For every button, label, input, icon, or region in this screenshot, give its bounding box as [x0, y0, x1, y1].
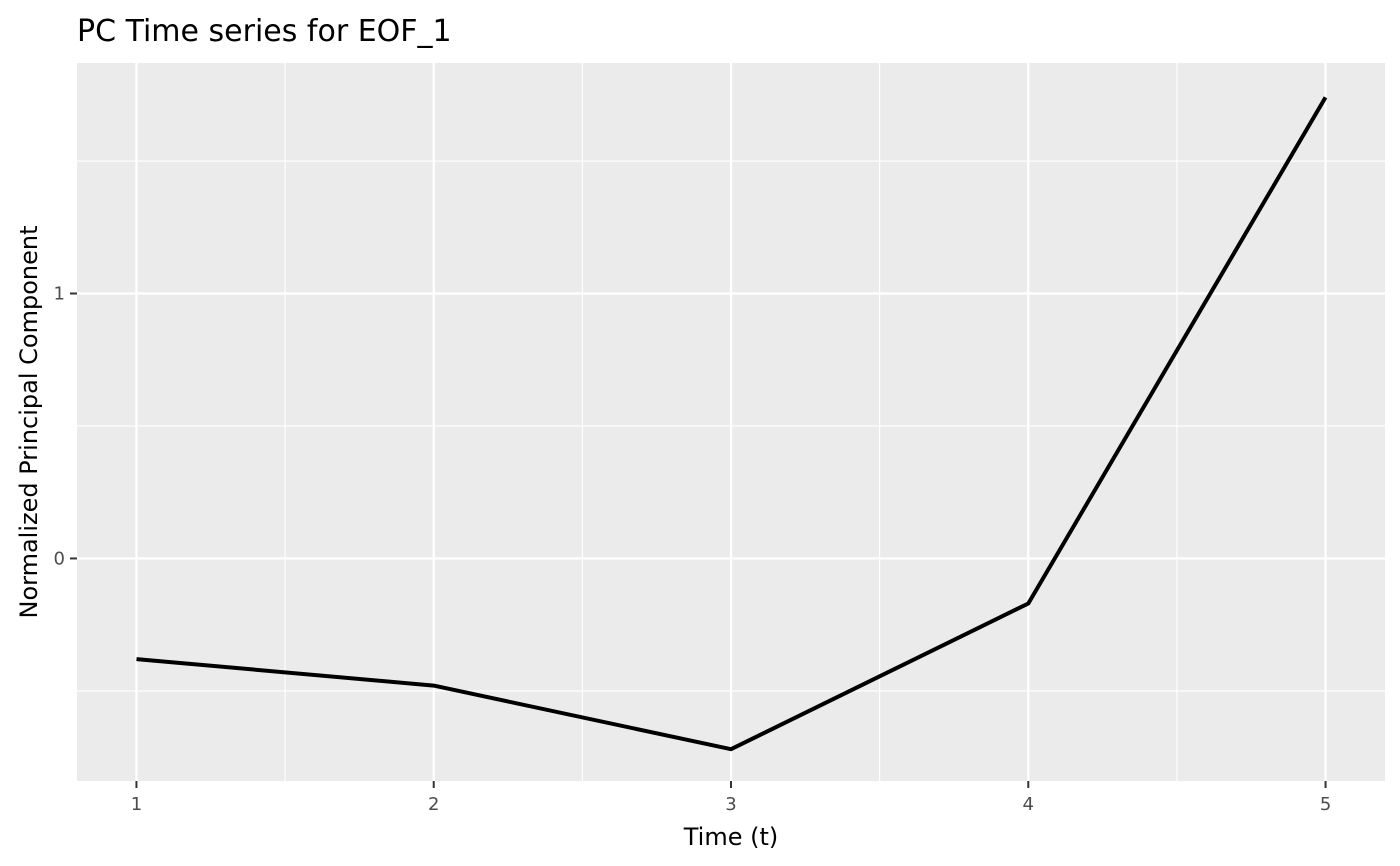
x-tick-label: 3	[725, 794, 736, 815]
chart-title: PC Time series for EOF_1	[77, 14, 452, 49]
x-axis-title: Time (t)	[683, 823, 779, 851]
y-axis-ticks: 01	[54, 284, 77, 569]
x-axis-ticks: 1 2 3 4 5	[131, 781, 1331, 815]
x-tick-label: 4	[1023, 794, 1034, 815]
major-gridlines	[77, 63, 1385, 781]
series-line	[136, 96, 1328, 752]
y-tick-label: 1	[54, 284, 65, 305]
x-tick-label: 2	[428, 794, 439, 815]
y-axis-title: Normalized Principal Component	[15, 226, 43, 619]
x-tick-label: 5	[1320, 794, 1331, 815]
x-tick-label: 1	[131, 794, 142, 815]
data-layer	[136, 96, 1328, 752]
y-tick-label: 0	[54, 548, 65, 569]
